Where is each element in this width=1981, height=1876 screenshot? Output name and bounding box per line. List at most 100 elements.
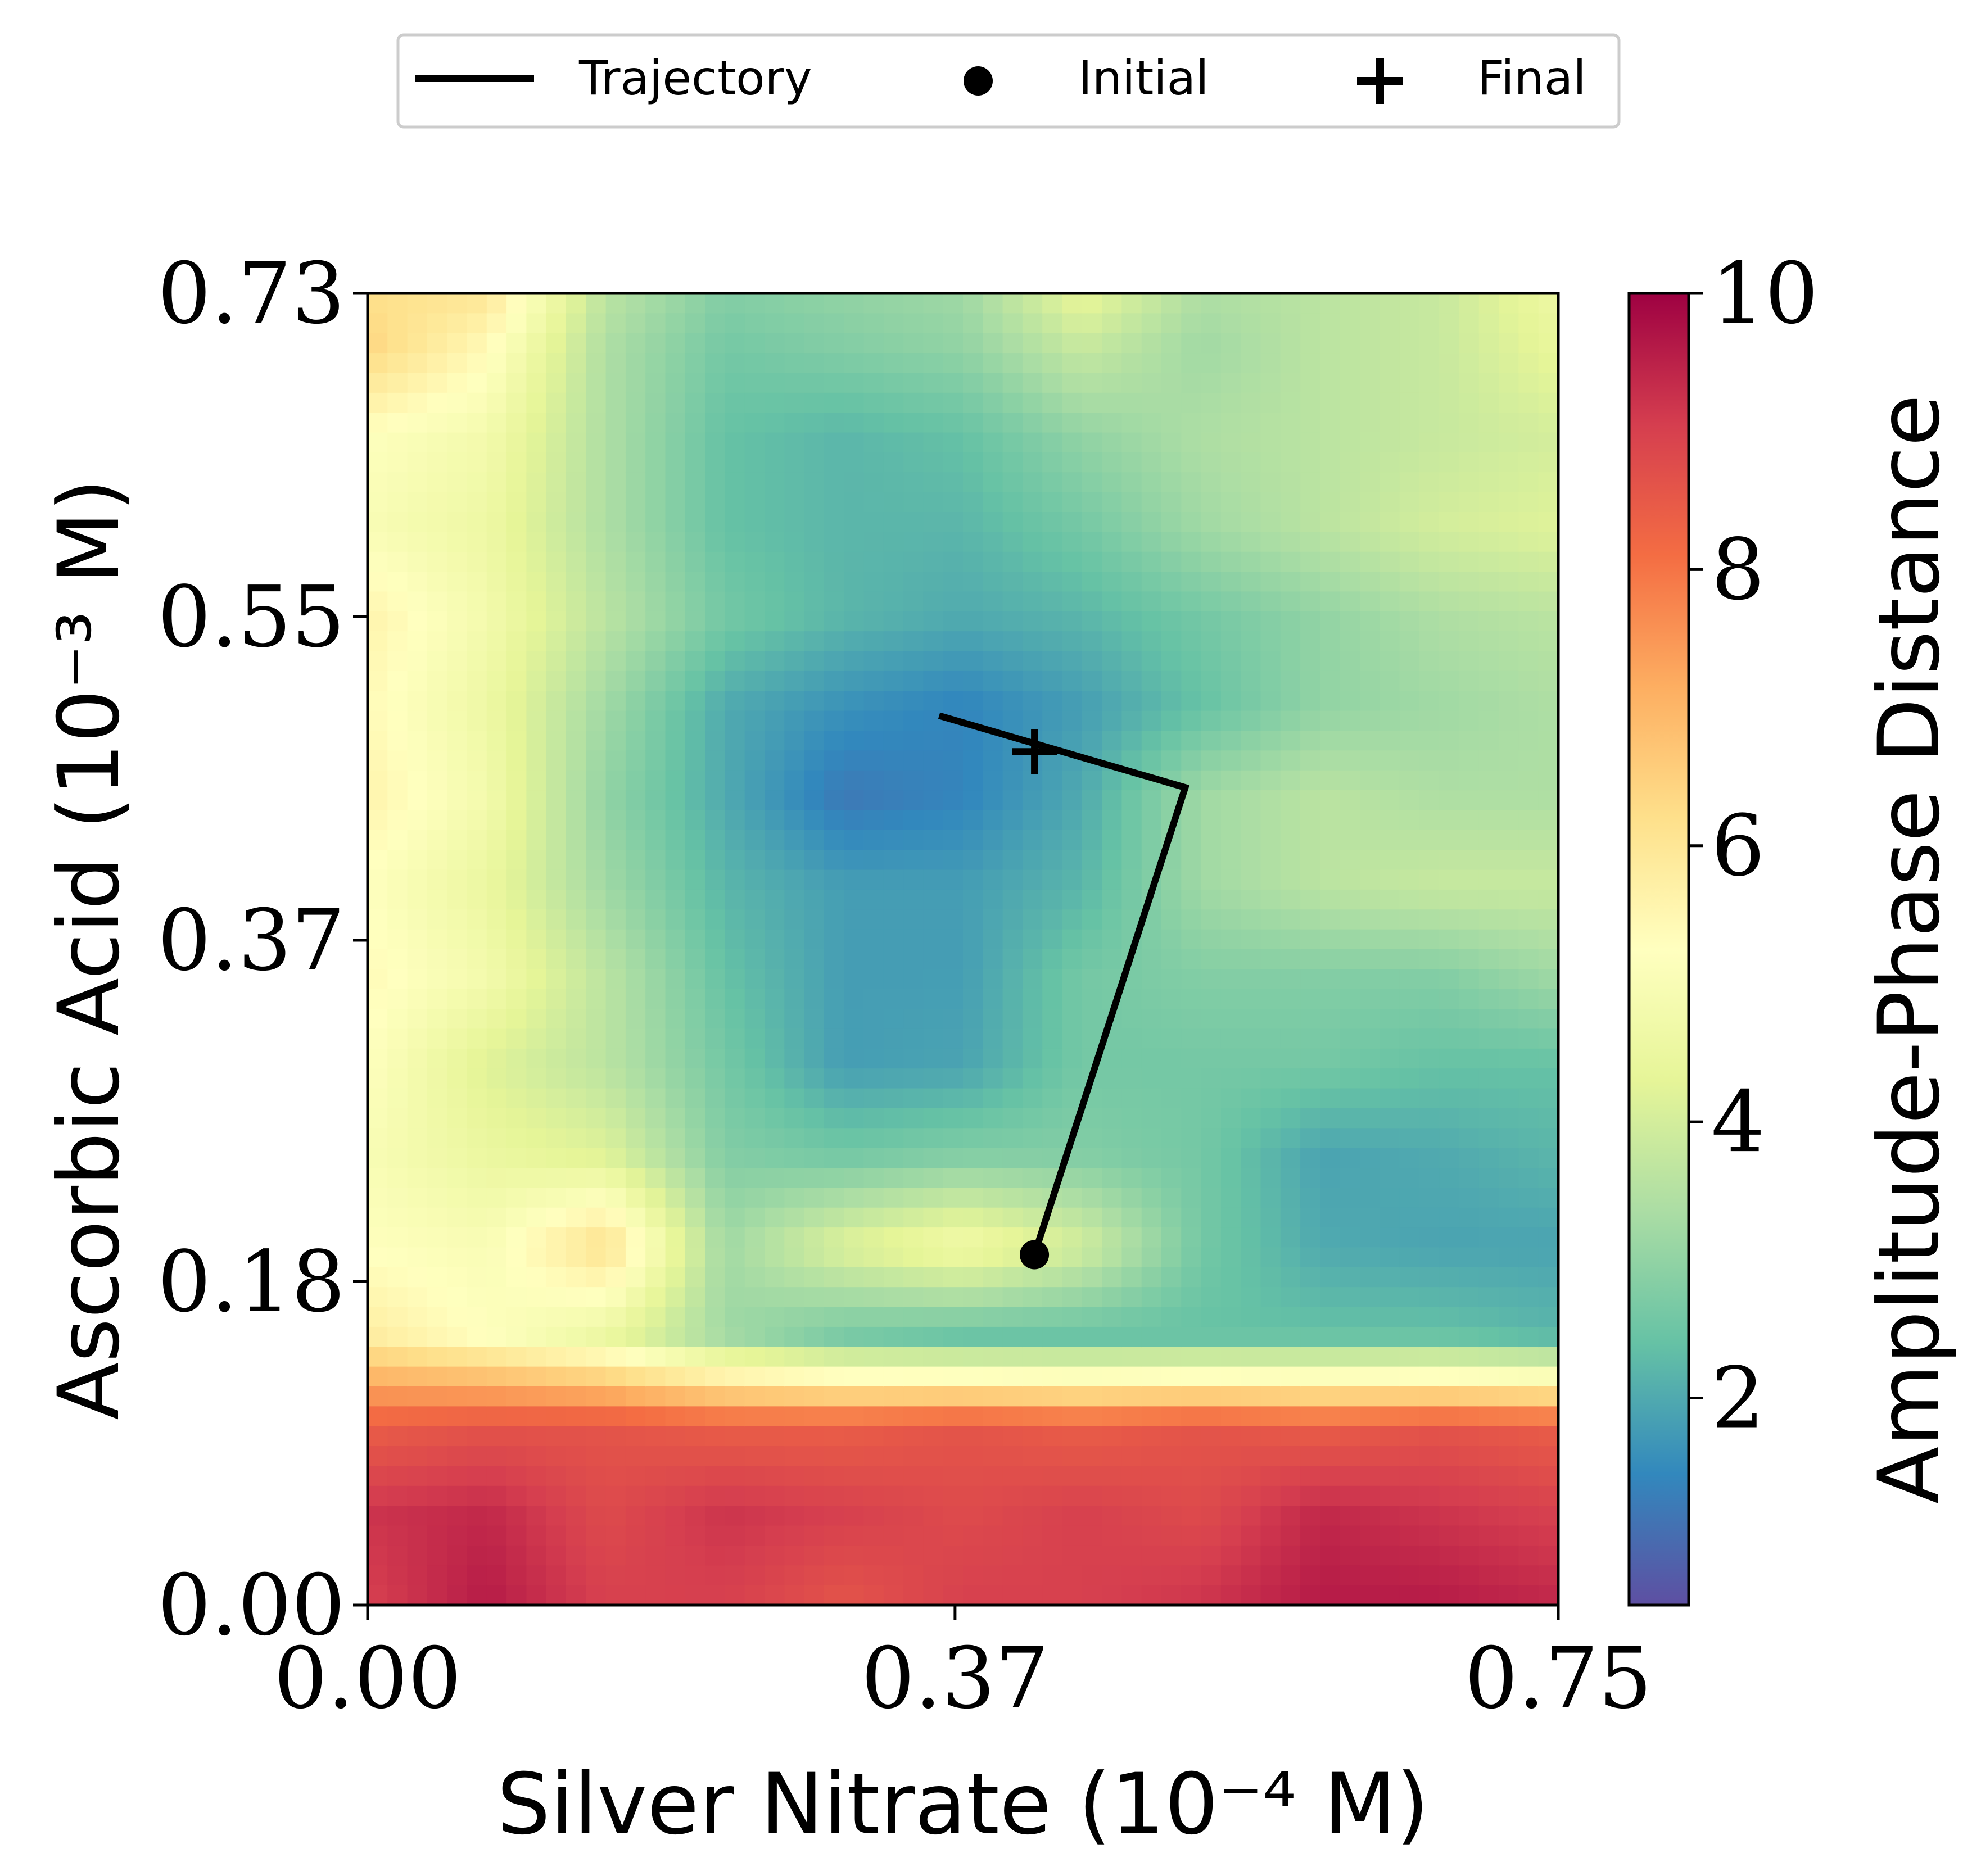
heatmap-cell [1340,1048,1360,1070]
heatmap-cell [665,830,686,851]
heatmap-cell [784,929,805,950]
heatmap-cell [1260,472,1281,493]
heatmap-cell [1201,790,1222,811]
heatmap-cell [566,869,587,890]
heatmap-cell [1241,770,1261,791]
heatmap-cell [1042,373,1063,393]
heatmap-cell [526,572,547,592]
heatmap-cell [467,1108,487,1129]
heatmap-cell [486,929,508,950]
heatmap-cell [665,810,686,831]
heatmap-cell [1518,1048,1539,1070]
heatmap-cell [1340,830,1360,851]
heatmap-cell [1419,1565,1440,1586]
heatmap-cell [844,611,865,632]
heatmap-cell [1141,1485,1162,1507]
heatmap-cell [725,1446,745,1467]
heatmap-cell [1300,651,1321,672]
heatmap-cell [1538,1506,1558,1526]
heatmap-cell [963,1525,984,1546]
heatmap-cell [1340,392,1360,414]
heatmap-cell [1300,869,1321,890]
heatmap-cell [1201,949,1222,970]
heatmap-cell [1141,1227,1162,1248]
heatmap-cell [566,1088,587,1109]
heatmap-cell [1201,1088,1222,1109]
heatmap-cell [1260,651,1281,672]
heatmap-cell [625,333,646,354]
heatmap-cell [765,1048,785,1070]
heatmap-cell [1419,830,1440,851]
heatmap-cell [1260,1386,1281,1407]
heatmap-cell [983,830,1003,851]
heatmap-cell [645,750,666,771]
heatmap-cell [1419,1168,1440,1189]
heatmap-cell [863,551,884,573]
heatmap-cell [387,850,408,871]
heatmap-cell [1042,889,1063,910]
heatmap-cell [883,651,904,672]
heatmap-cell [804,1565,825,1586]
heatmap-cell [685,1406,706,1427]
heatmap-cell [1280,1506,1301,1526]
heatmap-cell [844,1307,865,1327]
heatmap-cell [1121,1247,1142,1268]
heatmap-cell [605,1545,626,1566]
heatmap-cell [387,373,408,393]
heatmap-cell [1320,1466,1341,1487]
heatmap-cell [447,611,468,632]
heatmap-cell [427,631,448,652]
heatmap-cell [943,591,964,612]
heatmap-cell [705,750,726,771]
heatmap-cell [1141,1525,1162,1546]
heatmap-cell [387,969,408,990]
heatmap-cell [506,770,527,791]
heatmap-cell [943,512,964,533]
heatmap-cell [1042,691,1063,712]
heatmap-cell [1062,790,1083,811]
heatmap-cell [447,830,468,851]
heatmap-cell [765,909,785,930]
heatmap-cell [1499,1108,1519,1129]
y-axis-title: Ascorbic Acid (10⁻³ M) [40,478,138,1420]
heatmap-cell [486,1148,508,1168]
heatmap-cell [447,472,468,493]
heatmap-cell [1042,631,1063,652]
heatmap-cell [387,591,408,612]
heatmap-cell [467,770,487,791]
heatmap-cell [1538,492,1558,513]
heatmap-cell [883,452,904,473]
heatmap-cell [1499,313,1519,334]
heatmap-cell [1439,710,1460,731]
heatmap-cell [1380,1525,1400,1546]
heatmap-cell [784,949,805,970]
heatmap-cell [1518,710,1539,731]
heatmap-cell [427,691,448,712]
heatmap-cell [665,1326,686,1348]
heatmap-cell [1220,651,1242,672]
heatmap-cell [1121,1525,1142,1546]
heatmap-cell [685,670,706,692]
heatmap-cell [744,731,765,751]
heatmap-cell [368,1048,388,1070]
heatmap-cell [1399,969,1420,990]
heatmap-cell [1300,631,1321,652]
heatmap-cell [368,373,388,393]
heatmap-cell [467,572,487,592]
heatmap-cell [1161,1525,1182,1546]
heatmap-cell [1042,492,1063,513]
heatmap-cell [1022,373,1043,393]
heatmap-cell [546,810,567,831]
heatmap-cell [427,1168,448,1189]
heatmap-cell [725,313,745,334]
heatmap-cell [1380,353,1400,374]
heatmap-cell [1022,392,1043,414]
heatmap-cell [1022,1088,1043,1109]
heatmap-cell [943,1227,964,1248]
heatmap-cell [1320,1247,1341,1268]
heatmap-cell [387,770,408,791]
heatmap-cell [705,929,726,950]
heatmap-cell [1201,472,1222,493]
heatmap-cell [1399,392,1420,414]
heatmap-cell [1141,1307,1162,1327]
